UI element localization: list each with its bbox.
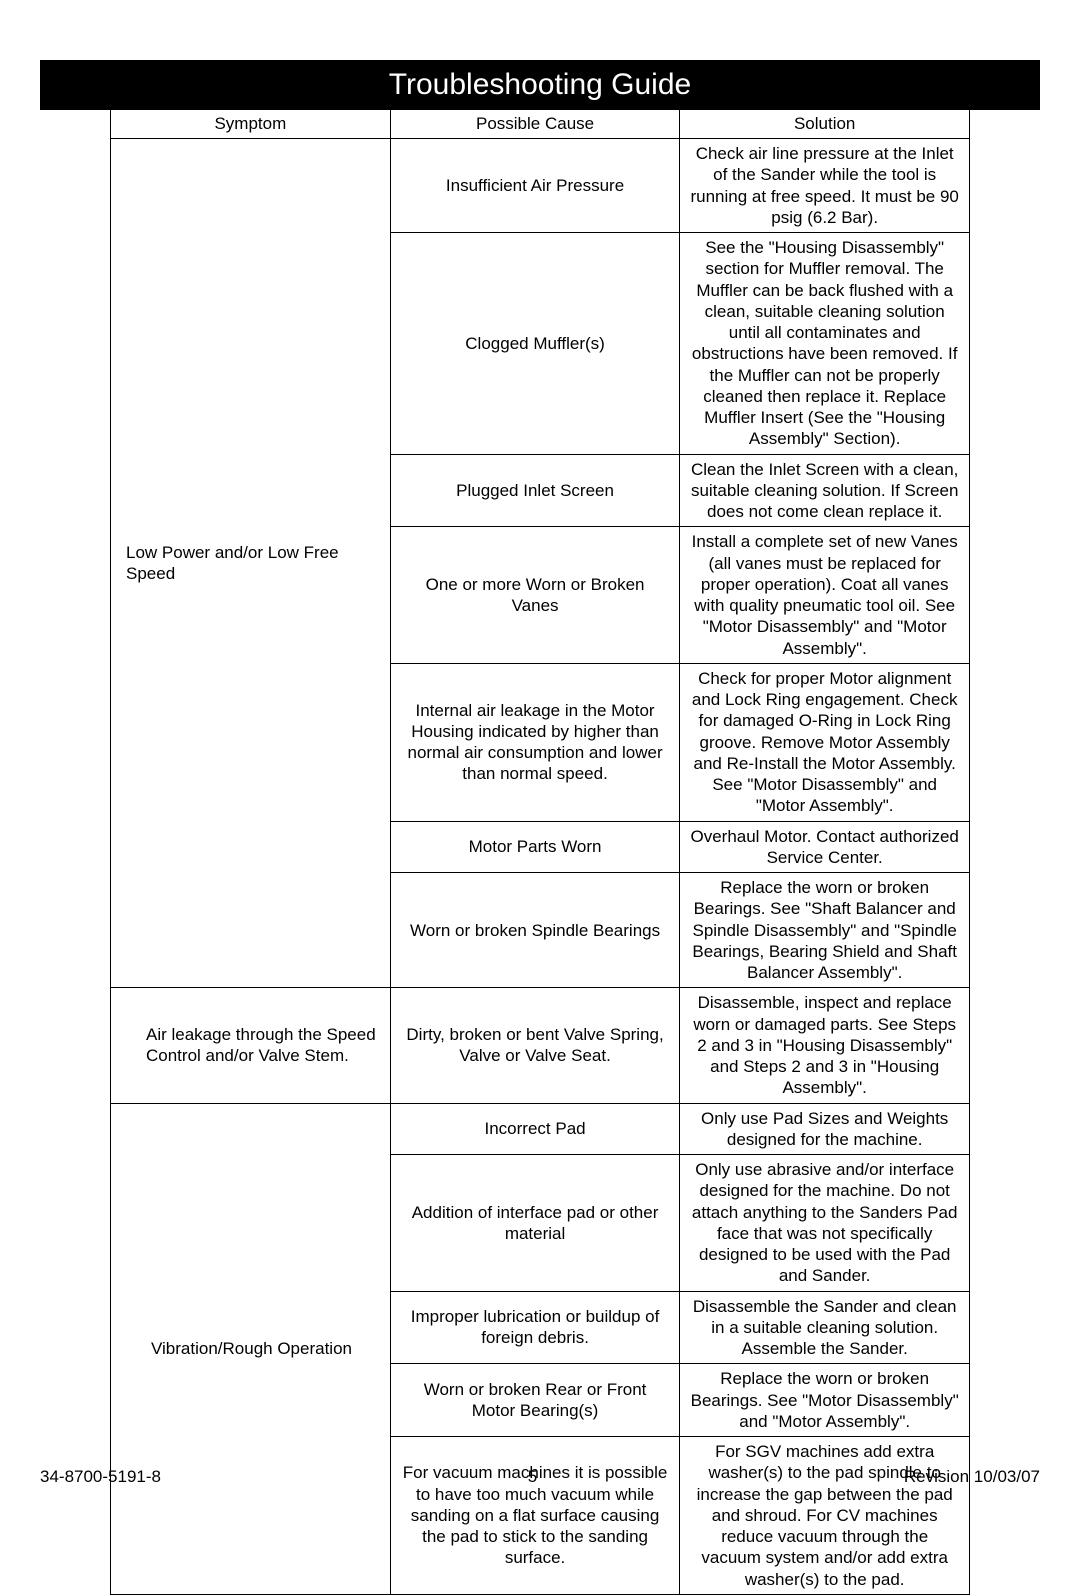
header-solution: Solution [680,110,970,139]
solution-cell: Install a complete set of new Vanes (all… [680,527,970,664]
solution-cell: Check air line pressure at the Inlet of … [680,139,970,233]
cause-cell: Worn or broken Rear or Front Motor Beari… [390,1364,680,1437]
header-cause: Possible Cause [390,110,680,139]
cause-cell: One or more Worn or Broken Vanes [390,527,680,664]
cause-cell: Improper lubrication or buildup of forei… [390,1291,680,1364]
solution-cell: Only use abrasive and/or interface desig… [680,1155,970,1292]
cause-cell: Insufficient Air Pressure [390,139,680,233]
symptom-cell: Low Power and/or Low Free Speed [111,139,391,988]
solution-cell: Disassemble, inspect and replace worn or… [680,988,970,1103]
cause-cell: Worn or broken Spindle Bearings [390,873,680,988]
troubleshooting-table: Symptom Possible Cause Solution Low Powe… [110,110,970,1595]
header-symptom: Symptom [111,110,391,139]
cause-cell: Addition of interface pad or other mater… [390,1155,680,1292]
table-header-row: Symptom Possible Cause Solution [111,110,970,139]
solution-cell: For SGV machines add extra washer(s) to … [680,1437,970,1595]
footer-page-number: 5 [528,1467,537,1487]
solution-cell: Replace the worn or broken Bearings. See… [680,873,970,988]
cause-cell: Plugged Inlet Screen [390,454,680,527]
solution-cell: Only use Pad Sizes and Weights designed … [680,1103,970,1155]
solution-cell: See the "Housing Disassembly" section fo… [680,233,970,455]
solution-cell: Disassemble the Sander and clean in a su… [680,1291,970,1364]
footer-revision: Revision 10/03/07 [904,1467,1040,1487]
solution-cell: Clean the Inlet Screen with a clean, sui… [680,454,970,527]
cause-cell: For vacuum machines it is possible to ha… [390,1437,680,1595]
solution-cell: Replace the worn or broken Bearings. See… [680,1364,970,1437]
cause-cell: Clogged Muffler(s) [390,233,680,455]
table-row: Low Power and/or Low Free Speed Insuffic… [111,139,970,233]
solution-cell: Overhaul Motor. Contact authorized Servi… [680,821,970,873]
solution-cell: Check for proper Motor alignment and Loc… [680,663,970,821]
page-title: Troubleshooting Guide [40,60,1040,110]
footer-doc-number: 34-8700-5191-8 [40,1467,161,1487]
cause-cell: Motor Parts Worn [390,821,680,873]
cause-cell: Internal air leakage in the Motor Housin… [390,663,680,821]
cause-cell: Incorrect Pad [390,1103,680,1155]
table-row: Air leakage through the Speed Control an… [111,988,970,1103]
cause-cell: Dirty, broken or bent Valve Spring, Valv… [390,988,680,1103]
symptom-cell: Vibration/Rough Operation [111,1103,391,1594]
table-row: Vibration/Rough Operation Incorrect Pad … [111,1103,970,1155]
symptom-cell: Air leakage through the Speed Control an… [111,988,391,1103]
page-footer: 34-8700-5191-8 5 Revision 10/03/07 [40,1467,1040,1487]
